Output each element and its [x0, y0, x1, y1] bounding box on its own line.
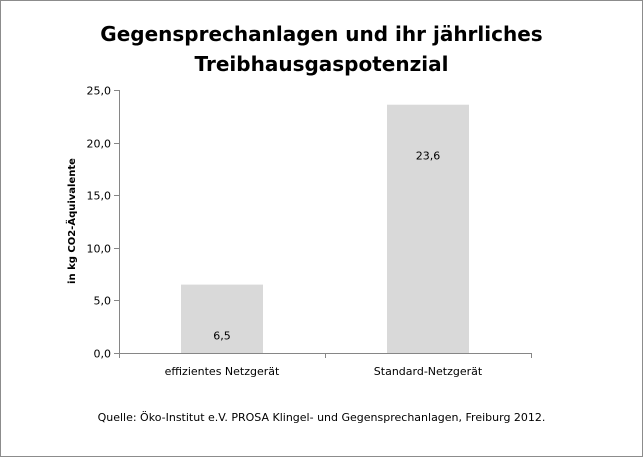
labels-group: 0,0 5,0 10,0 15,0 20,0 25,0 6,5 effizientes Net…	[87, 85, 483, 379]
y-axis-title: in kg CO2-Äquivalente	[64, 158, 78, 284]
y-tick-label: 15,0	[87, 190, 112, 203]
y-tick-label: 20,0	[87, 138, 112, 151]
y-tick-label: 10,0	[87, 243, 112, 256]
y-tick-label: 5,0	[94, 295, 112, 308]
chart-title: Gegensprechanlagen und ihr jährliches Tr…	[1, 19, 642, 79]
bar	[181, 284, 263, 353]
data-label: 23,6	[416, 150, 441, 163]
category-label: effizientes Netzgerät	[165, 365, 280, 378]
y-tick-label: 25,0	[87, 85, 112, 98]
category-label: Standard-Netzgerät	[374, 365, 483, 378]
axes-group	[114, 90, 532, 358]
data-label: 6,5	[213, 330, 231, 343]
source-note: Quelle: Öko-Institut e.V. PROSA Klingel-…	[97, 411, 546, 424]
bars-group	[181, 104, 469, 353]
y-tick-label: 0,0	[94, 348, 112, 361]
bar	[387, 104, 469, 353]
chart-title-line-1: Gegensprechanlagen und ihr jährliches	[100, 22, 543, 46]
chart-title-line-2: Treibhausgaspotenzial	[194, 52, 449, 76]
